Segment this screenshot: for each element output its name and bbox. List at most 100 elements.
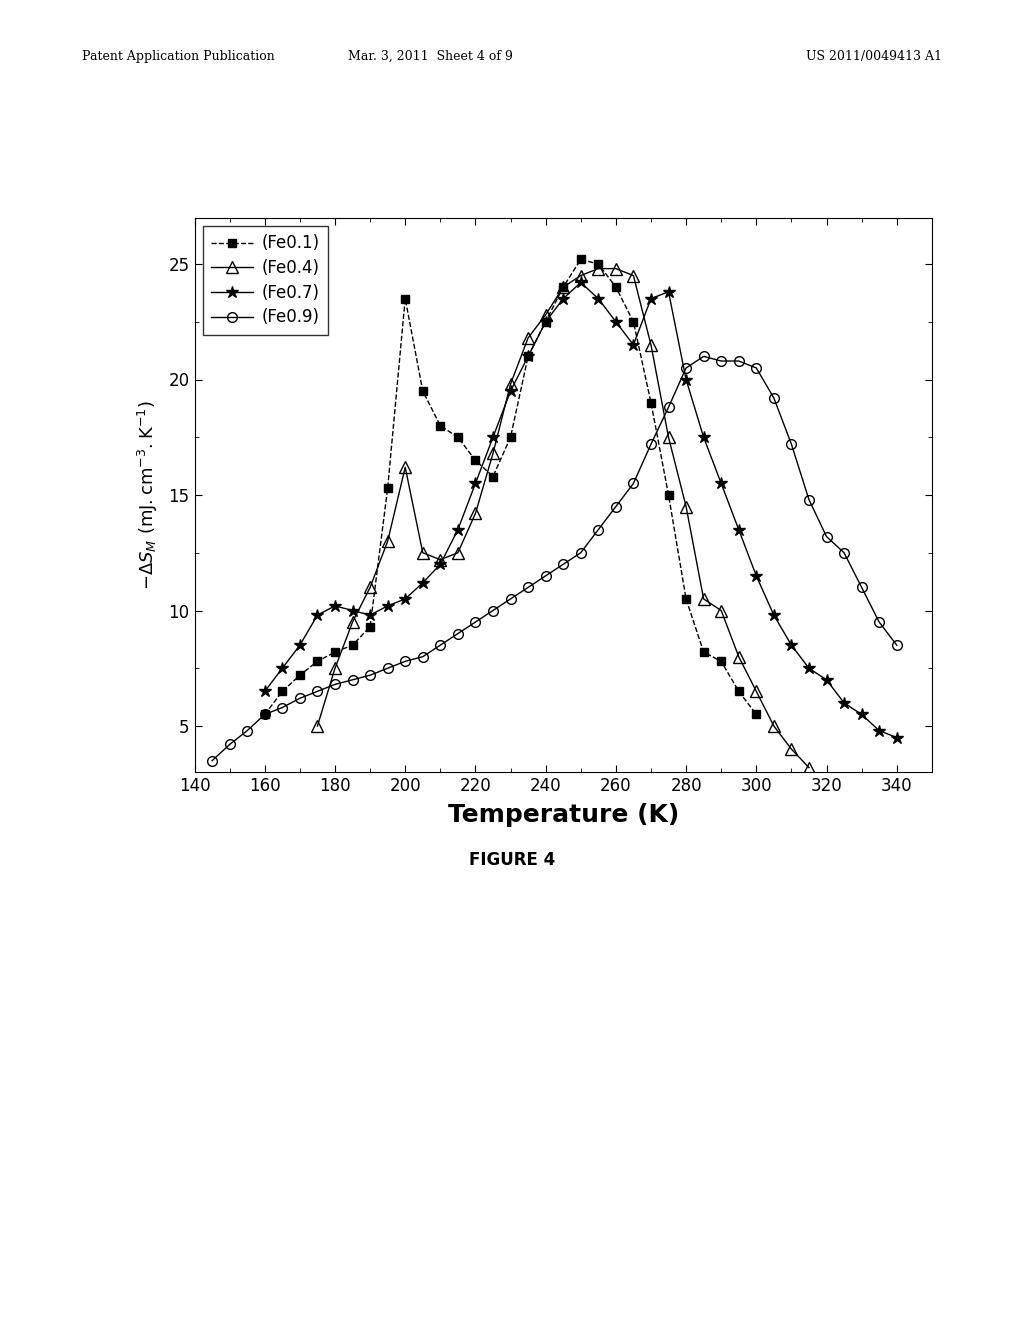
(Fe0.7) — [645, 290, 657, 306]
(Fe0.7) — [364, 607, 376, 623]
(Fe0.9) — [891, 638, 903, 653]
(Fe0.7) — [399, 591, 412, 607]
(Fe0.9) — [820, 529, 833, 545]
(Fe0.9) — [768, 391, 780, 407]
(Fe0.9) — [382, 660, 394, 676]
(Fe0.1) — [469, 453, 481, 469]
(Fe0.9) — [505, 591, 517, 607]
(Fe0.9) — [469, 614, 481, 630]
(Fe0.7) — [768, 607, 780, 623]
(Fe0.4) — [399, 459, 412, 475]
(Fe0.7) — [592, 290, 604, 306]
(Fe0.4) — [434, 552, 446, 568]
(Fe0.1) — [417, 383, 429, 399]
(Fe0.9) — [329, 677, 341, 693]
(Fe0.1) — [276, 684, 289, 700]
(Fe0.4) — [663, 429, 675, 445]
(Fe0.7) — [505, 383, 517, 399]
Line: (Fe0.1): (Fe0.1) — [261, 255, 761, 718]
(Fe0.9) — [311, 684, 324, 700]
(Fe0.4) — [364, 579, 376, 595]
(Fe0.9) — [785, 436, 798, 451]
(Fe0.4) — [540, 306, 552, 322]
(Fe0.1) — [486, 469, 499, 484]
(Fe0.4) — [557, 279, 569, 294]
(Fe0.1) — [346, 638, 358, 653]
(Fe0.7) — [873, 723, 886, 739]
(Fe0.9) — [434, 638, 446, 653]
(Fe0.1) — [399, 290, 412, 306]
(Fe0.4) — [329, 660, 341, 676]
(Fe0.7) — [434, 557, 446, 573]
(Fe0.7) — [697, 429, 710, 445]
Text: Patent Application Publication: Patent Application Publication — [82, 50, 274, 63]
(Fe0.1) — [522, 348, 535, 364]
Text: FIGURE 4: FIGURE 4 — [469, 851, 555, 870]
(Fe0.7) — [452, 521, 464, 537]
(Fe0.7) — [311, 607, 324, 623]
Text: Mar. 3, 2011  Sheet 4 of 9: Mar. 3, 2011 Sheet 4 of 9 — [347, 50, 513, 63]
(Fe0.1) — [434, 417, 446, 433]
(Fe0.9) — [838, 545, 850, 561]
(Fe0.4) — [768, 718, 780, 734]
(Fe0.4) — [346, 614, 358, 630]
(Fe0.9) — [223, 737, 236, 752]
(Fe0.9) — [663, 399, 675, 414]
Y-axis label: $-\Delta S_M\ \mathrm{(mJ.cm^{-3}.K^{-1})}$: $-\Delta S_M\ \mathrm{(mJ.cm^{-3}.K^{-1}… — [136, 400, 160, 590]
(Fe0.1) — [715, 653, 727, 669]
(Fe0.9) — [452, 626, 464, 642]
(Fe0.9) — [540, 568, 552, 583]
(Fe0.9) — [206, 752, 218, 768]
(Fe0.9) — [276, 700, 289, 715]
(Fe0.4) — [311, 718, 324, 734]
(Fe0.9) — [628, 475, 640, 491]
(Fe0.9) — [259, 706, 271, 722]
(Fe0.7) — [259, 684, 271, 700]
(Fe0.9) — [873, 614, 886, 630]
(Fe0.9) — [294, 690, 306, 706]
(Fe0.1) — [628, 314, 640, 330]
(Fe0.4) — [645, 337, 657, 352]
(Fe0.9) — [645, 436, 657, 451]
(Fe0.4) — [452, 545, 464, 561]
(Fe0.7) — [785, 638, 798, 653]
(Fe0.7) — [276, 660, 289, 676]
Text: US 2011/0049413 A1: US 2011/0049413 A1 — [806, 50, 942, 63]
(Fe0.7) — [628, 337, 640, 352]
(Fe0.1) — [294, 668, 306, 684]
(Fe0.4) — [574, 268, 587, 284]
(Fe0.9) — [557, 557, 569, 573]
(Fe0.7) — [715, 475, 727, 491]
(Fe0.1) — [259, 706, 271, 722]
(Fe0.9) — [697, 348, 710, 364]
(Fe0.7) — [732, 521, 744, 537]
(Fe0.7) — [820, 672, 833, 688]
(Fe0.4) — [715, 602, 727, 618]
(Fe0.1) — [311, 653, 324, 669]
(Fe0.9) — [399, 653, 412, 669]
(Fe0.1) — [329, 644, 341, 660]
(Fe0.1) — [382, 480, 394, 496]
(Fe0.7) — [486, 429, 499, 445]
(Fe0.9) — [574, 545, 587, 561]
(Fe0.4) — [697, 591, 710, 607]
(Fe0.4) — [522, 330, 535, 346]
(Fe0.1) — [505, 429, 517, 445]
(Fe0.4) — [628, 268, 640, 284]
(Fe0.4) — [732, 649, 744, 665]
(Fe0.1) — [452, 429, 464, 445]
(Fe0.1) — [680, 591, 692, 607]
(Fe0.7) — [574, 275, 587, 290]
(Fe0.1) — [592, 256, 604, 272]
(Fe0.7) — [417, 576, 429, 591]
(Fe0.4) — [803, 760, 815, 776]
(Fe0.7) — [522, 348, 535, 364]
(Fe0.4) — [592, 261, 604, 277]
X-axis label: Temperature (K): Temperature (K) — [447, 804, 679, 828]
(Fe0.9) — [855, 579, 867, 595]
(Fe0.9) — [592, 521, 604, 537]
Line: (Fe0.7): (Fe0.7) — [258, 276, 903, 743]
(Fe0.1) — [609, 279, 622, 294]
(Fe0.1) — [751, 706, 763, 722]
Legend: (Fe0.1), (Fe0.4), (Fe0.7), (Fe0.9): (Fe0.1), (Fe0.4), (Fe0.7), (Fe0.9) — [203, 226, 328, 335]
